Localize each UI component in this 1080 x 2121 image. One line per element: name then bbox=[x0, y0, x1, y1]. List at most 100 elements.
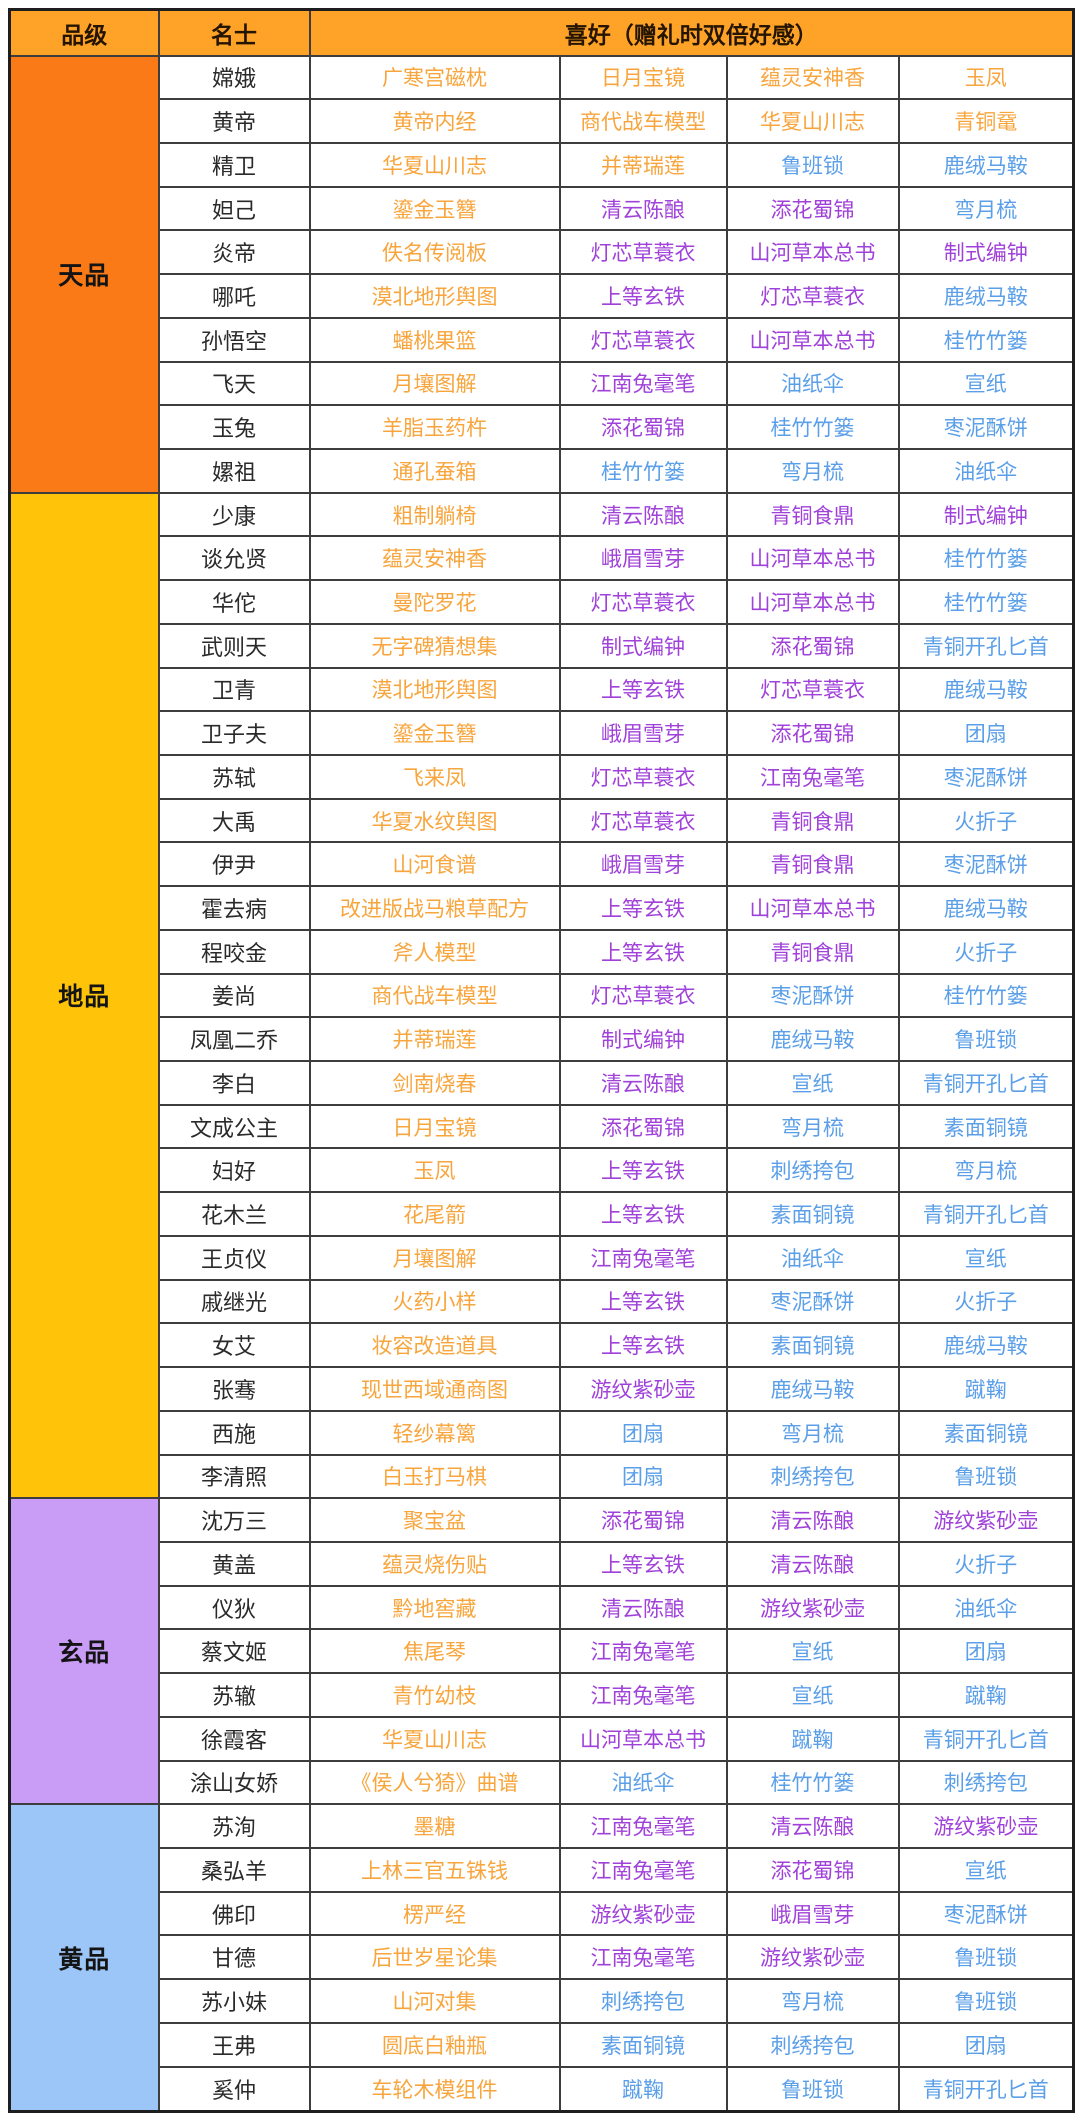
table-row: 凤凰二乔 并蒂瑞莲 制式编钟 鹿绒马鞍 鲁班锁 bbox=[10, 1016, 1075, 1063]
gift-item: 添花蜀锦 bbox=[558, 404, 728, 450]
gift-item: 并蒂瑞莲 bbox=[308, 1016, 561, 1063]
table-row: 奚仲 车轮木模组件 蹴鞠 鲁班锁 青铜开孔匕首 bbox=[10, 2065, 1075, 2113]
character-name: 苏洵 bbox=[157, 1803, 311, 1849]
gift-item: 日月宝镜 bbox=[558, 54, 728, 101]
gift-item: 素面铜镜 bbox=[558, 2021, 728, 2068]
gift-item: 上等玄铁 bbox=[558, 1322, 728, 1369]
gift-item: 鹿绒马鞍 bbox=[897, 666, 1075, 713]
header-row: 品级 名士 喜好（赠礼时双倍好感） bbox=[8, 8, 1075, 57]
gift-item: 游纹紫砂壶 bbox=[897, 1803, 1075, 1849]
table-row: 西施 轻纱幕篱 团扇 弯月梳 素面铜镜 bbox=[10, 1409, 1075, 1456]
header-likes: 喜好（赠礼时双倍好感） bbox=[308, 8, 1075, 57]
table-row: 卫子夫 鎏金玉簪 峨眉雪芽 添花蜀锦 团扇 bbox=[10, 710, 1075, 756]
table-row: 王贞仪 月壤图解 江南兔毫笔 油纸伞 宣纸 bbox=[10, 1234, 1075, 1281]
gift-item: 鹿绒马鞍 bbox=[725, 1016, 900, 1063]
gift-item: 灯芯草蓑衣 bbox=[558, 316, 728, 363]
gift-item: 蕴灵烧伤贴 bbox=[308, 1540, 561, 1587]
gift-item: 现世西域通商图 bbox=[308, 1366, 561, 1412]
table-row: 妲己 鎏金玉簪 清云陈酿 添花蜀锦 弯月梳 bbox=[10, 185, 1075, 232]
gift-item: 清云陈酿 bbox=[725, 1497, 900, 1543]
gift-item: 峨眉雪芽 bbox=[558, 535, 728, 582]
gift-item: 上等玄铁 bbox=[558, 928, 728, 975]
table-row: 张骞 现世西域通商图 游纹紫砂壶 鹿绒马鞍 蹴鞠 bbox=[10, 1366, 1075, 1412]
gift-item: 弯月梳 bbox=[725, 1409, 900, 1456]
table-row: 姜尚 商代战车模型 灯芯草蓑衣 枣泥酥饼 桂竹竹篓 bbox=[10, 972, 1075, 1019]
gift-item: 清云陈酿 bbox=[558, 185, 728, 232]
table-body: 天品 嫦娥 广寒宫磁枕 日月宝镜 蕴灵安神香 玉凤 黄帝 黄帝内经 商代战车模型 华夏山川志 青铜鼋… bbox=[8, 54, 1075, 2113]
table-row: 苏轼 飞来凤 灯芯草蓑衣 江南兔毫笔 枣泥酥饼 bbox=[10, 754, 1075, 800]
table-row: 李清照 白玉打马棋 团扇 刺绣挎包 鲁班锁 bbox=[10, 1453, 1075, 1500]
grade-cell-3: 玄品 bbox=[8, 1497, 160, 1806]
gift-item: 团扇 bbox=[897, 710, 1075, 756]
gift-item: 蟠桃果篮 bbox=[308, 316, 561, 363]
table-row: 伊尹 山河食谱 峨眉雪芽 青铜食鼎 枣泥酥饼 bbox=[10, 841, 1075, 888]
character-name: 凤凰二乔 bbox=[157, 1016, 311, 1063]
table-row: 炎帝 佚名传阅板 灯芯草蓑衣 山河草本总书 制式编钟 bbox=[10, 229, 1075, 276]
gift-item: 华夏山川志 bbox=[308, 1715, 561, 1762]
gift-item: 灯芯草蓑衣 bbox=[558, 579, 728, 625]
gift-item: 油纸伞 bbox=[897, 447, 1075, 494]
gift-item: 聚宝盆 bbox=[308, 1497, 561, 1543]
gift-item: 月壤图解 bbox=[308, 360, 561, 407]
gift-item: 油纸伞 bbox=[725, 360, 900, 407]
gift-item: 鹿绒马鞍 bbox=[897, 885, 1075, 931]
gift-item: 添花蜀锦 bbox=[558, 1497, 728, 1543]
gift-item: 焦尾琴 bbox=[308, 1628, 561, 1675]
character-name: 炎帝 bbox=[157, 229, 311, 276]
header-name: 名士 bbox=[157, 8, 311, 57]
table-row: 女艾 妆容改造道具 上等玄铁 素面铜镜 鹿绒马鞍 bbox=[10, 1322, 1075, 1369]
gift-item: 江南兔毫笔 bbox=[558, 1846, 728, 1893]
table-row: 文成公主 日月宝镜 添花蜀锦 弯月梳 素面铜镜 bbox=[10, 1103, 1075, 1150]
gift-item: 斧人模型 bbox=[308, 928, 561, 975]
gift-item: 车轮木模组件 bbox=[308, 2065, 561, 2113]
gift-item: 宣纸 bbox=[725, 1628, 900, 1675]
gift-item: 江南兔毫笔 bbox=[558, 1234, 728, 1281]
character-name: 谈允贤 bbox=[157, 535, 311, 582]
character-name: 王贞仪 bbox=[157, 1234, 311, 1281]
table-row: 武则天 无字碑猜想集 制式编钟 添花蜀锦 青铜开孔匕首 bbox=[10, 622, 1075, 669]
gift-item: 山河对集 bbox=[308, 1978, 561, 2024]
gift-item: 灯芯草蓑衣 bbox=[558, 797, 728, 844]
gift-item: 团扇 bbox=[897, 2021, 1075, 2068]
character-name: 嫘祖 bbox=[157, 447, 311, 494]
gift-item: 山河草本总书 bbox=[725, 316, 900, 363]
gift-item: 鲁班锁 bbox=[897, 1016, 1075, 1063]
gift-item: 桂竹竹篓 bbox=[558, 447, 728, 494]
gift-item: 添花蜀锦 bbox=[558, 1103, 728, 1150]
gift-item: 游纹紫砂壶 bbox=[558, 1366, 728, 1412]
gift-item: 蕴灵安神香 bbox=[725, 54, 900, 101]
gift-item: 清云陈酿 bbox=[558, 1584, 728, 1631]
gift-item: 曼陀罗花 bbox=[308, 579, 561, 625]
gift-item: 桂竹竹篓 bbox=[897, 316, 1075, 363]
gift-item: 鹿绒马鞍 bbox=[897, 141, 1075, 188]
gift-item: 日月宝镜 bbox=[308, 1103, 561, 1150]
character-name: 妲己 bbox=[157, 185, 311, 232]
gift-item: 宣纸 bbox=[897, 1234, 1075, 1281]
grade-cell-4: 黄品 bbox=[8, 1803, 160, 2113]
gift-item: 青铜食鼎 bbox=[725, 928, 900, 975]
gift-item: 蹴鞠 bbox=[897, 1672, 1075, 1718]
table-row: 玉兔 羊脂玉药杵 添花蜀锦 桂竹竹篓 枣泥酥饼 bbox=[10, 404, 1075, 450]
character-name: 西施 bbox=[157, 1409, 311, 1456]
grade-cell-2: 地品 bbox=[8, 491, 160, 1500]
gift-item: 桂竹竹篓 bbox=[897, 972, 1075, 1019]
gift-item: 团扇 bbox=[558, 1453, 728, 1500]
gift-item: 玉凤 bbox=[308, 1147, 561, 1194]
character-name: 苏轼 bbox=[157, 754, 311, 800]
gift-item: 制式编钟 bbox=[558, 622, 728, 669]
table-row: 霍去病 改进版战马粮草配方 上等玄铁 山河草本总书 鹿绒马鞍 bbox=[10, 885, 1075, 931]
table-row: 佛印 楞严经 游纹紫砂壶 峨眉雪芽 枣泥酥饼 bbox=[10, 1890, 1075, 1937]
gift-item: 华夏山川志 bbox=[725, 98, 900, 144]
gift-item: 峨眉雪芽 bbox=[558, 841, 728, 888]
gift-item: 鲁班锁 bbox=[897, 1934, 1075, 1981]
gift-item: 刺绣挎包 bbox=[897, 1759, 1075, 1806]
gift-item: 上等玄铁 bbox=[558, 885, 728, 931]
character-name: 李白 bbox=[157, 1060, 311, 1106]
table-row: 谈允贤 蕴灵安神香 峨眉雪芽 山河草本总书 桂竹竹篓 bbox=[10, 535, 1075, 582]
gift-item: 枣泥酥饼 bbox=[897, 754, 1075, 800]
gift-item: 游纹紫砂壶 bbox=[897, 1497, 1075, 1543]
table-row: 天品 嫦娥 广寒宫磁枕 日月宝镜 蕴灵安神香 玉凤 bbox=[8, 54, 1075, 494]
gift-item: 灯芯草蓑衣 bbox=[558, 972, 728, 1019]
gift-item: 鹿绒马鞍 bbox=[897, 273, 1075, 319]
